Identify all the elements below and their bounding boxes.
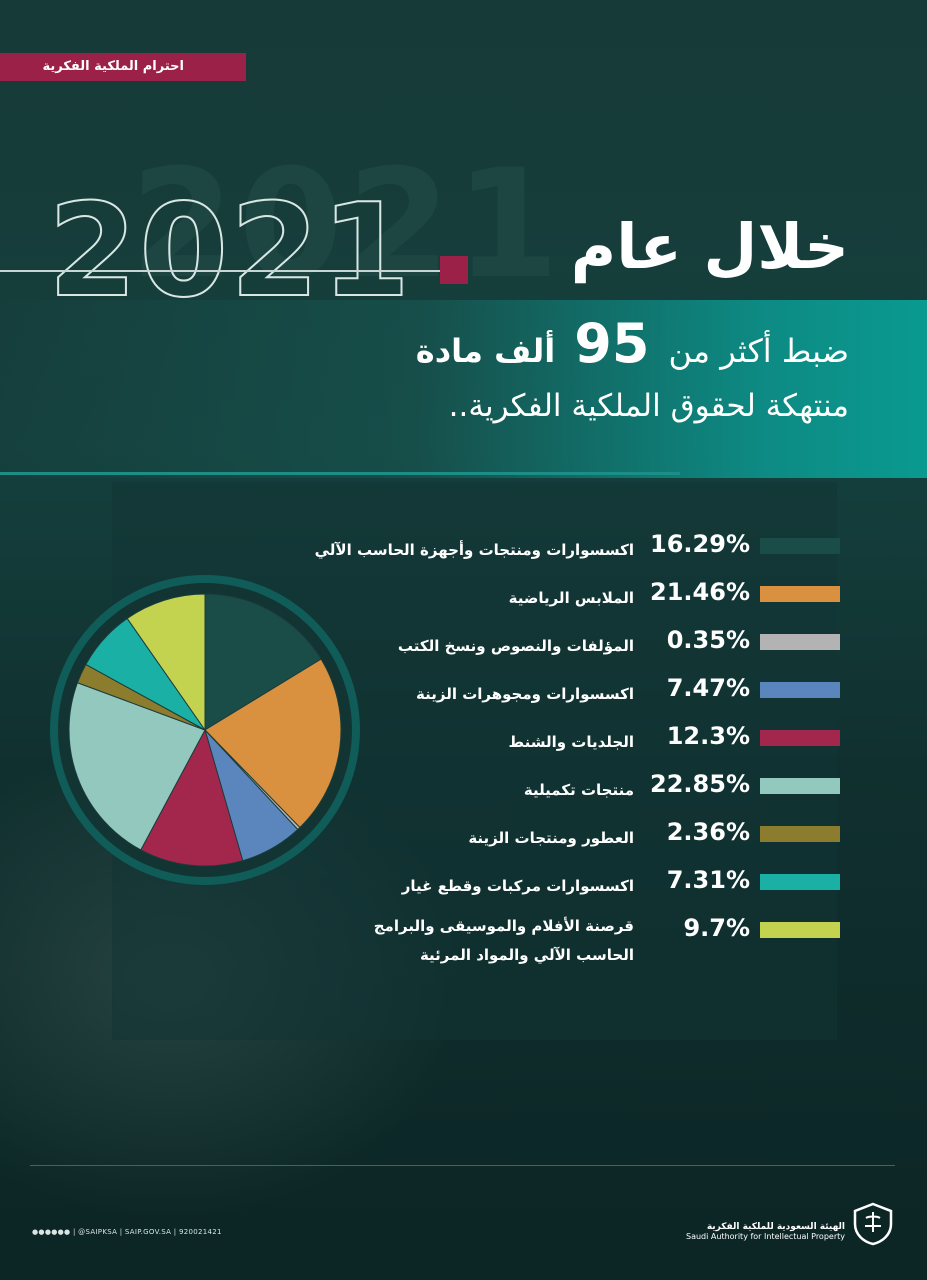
legend-swatch [760, 826, 840, 842]
org-name-en: Saudi Authority for Intellectual Propert… [686, 1232, 845, 1241]
legend-swatch [760, 730, 840, 746]
pie-slice-1 [204, 593, 322, 731]
subtitle-line-1: ضبط أكثر من 95 ألف مادة [416, 312, 849, 375]
legend-value: 2.36% [666, 818, 750, 846]
divider-line [0, 270, 445, 272]
legend-item: 16.29% اكسسوارات ومنتجات وأجهزة الحاسب ال… [300, 530, 840, 560]
contacts-text: | @SAIPKSA | SAIP.GOV.SA | 920021421 [72, 1228, 222, 1236]
legend-item: 21.46% الملابس الرياضية [300, 578, 840, 608]
accent-square [440, 256, 468, 284]
legend-item: 7.47% اكسسوارات ومجوهرات الزينة [300, 674, 840, 704]
org-name: الهيئة السعودية للملكية الفكرية Saudi Au… [686, 1222, 845, 1241]
pie-slice-2 [204, 658, 342, 829]
subtitle-number: 95 [574, 312, 650, 375]
pie-chart [50, 575, 360, 885]
legend-label: قرصنة الأفلام والموسيقى والبرامج الحاسب … [373, 917, 634, 964]
legend-swatch [760, 874, 840, 890]
legend-value: 7.47% [666, 674, 750, 702]
legend-value: 16.29% [650, 530, 750, 558]
headline-band [0, 300, 927, 478]
pie-slice-5 [140, 728, 244, 867]
headline: خلال عام [570, 210, 849, 283]
legend-swatch [760, 634, 840, 650]
legend-item: 0.35% المؤلفات والنصوص ونسخ الكتب [300, 626, 840, 656]
legend-swatch [760, 682, 840, 698]
legend-item: 7.31% اكسسوارات مركبات وقطع غيار [300, 866, 840, 896]
legend-swatch [760, 586, 840, 602]
legend-item: 9.7% قرصنة الأفلام والموسيقى والبرامج الح… [300, 914, 840, 964]
year-shadow: 2021 [130, 138, 564, 312]
legend-value: 12.3% [666, 722, 750, 750]
subtitle-post: ألف مادة [415, 332, 556, 370]
legend-swatch [760, 922, 840, 938]
legend-swatch [760, 538, 840, 554]
legend-label: الملابس الرياضية [508, 589, 634, 607]
legend-label: الجلديات والشنط [508, 733, 634, 751]
category-tag: احترام الملكية الفكرية [0, 53, 246, 81]
footer-contacts: ●●●●●● | @SAIPKSA | SAIP.GOV.SA | 920021… [32, 1228, 222, 1236]
social-icons: ●●●●●● [32, 1228, 71, 1236]
pie-slice-9 [126, 593, 206, 732]
legend-swatch [760, 778, 840, 794]
legend-value: 22.85% [650, 770, 750, 798]
org-name-ar: الهيئة السعودية للملكية الفكرية [706, 1222, 845, 1232]
legend-item: 22.85% منتجات تكميلية [300, 770, 840, 800]
subtitle-line-2: منتهكة لحقوق الملكية الفكرية.. [448, 388, 849, 424]
legend-value: 9.7% [683, 914, 750, 942]
authority-logo-icon [853, 1202, 893, 1246]
year-outline: 2021 [47, 177, 413, 326]
chart-legend: 16.29% اكسسوارات ومنتجات وأجهزة الحاسب ال… [300, 530, 840, 970]
separator-line [0, 472, 680, 475]
legend-label: منتجات تكميلية [523, 781, 634, 799]
pie-slices [68, 593, 342, 867]
legend-item: 12.3% الجلديات والشنط [300, 722, 840, 752]
footer-divider [30, 1165, 895, 1166]
legend-label: اكسسوارات مركبات وقطع غيار [401, 877, 634, 895]
legend-label: المؤلفات والنصوص ونسخ الكتب [397, 637, 634, 655]
legend-value: 21.46% [650, 578, 750, 606]
legend-value: 7.31% [666, 866, 750, 894]
pie-slice-6 [68, 682, 206, 851]
legend-label: اكسسوارات ومجوهرات الزينة [416, 685, 634, 703]
legend-label: اكسسوارات ومنتجات وأجهزة الحاسب الآلي [314, 541, 634, 559]
legend-value: 0.35% [666, 626, 750, 654]
subtitle-pre: ضبط أكثر من [668, 332, 849, 370]
legend-item: 2.36% العطور ومنتجات الزينة [300, 818, 840, 848]
legend-label: العطور ومنتجات الزينة [468, 829, 634, 847]
